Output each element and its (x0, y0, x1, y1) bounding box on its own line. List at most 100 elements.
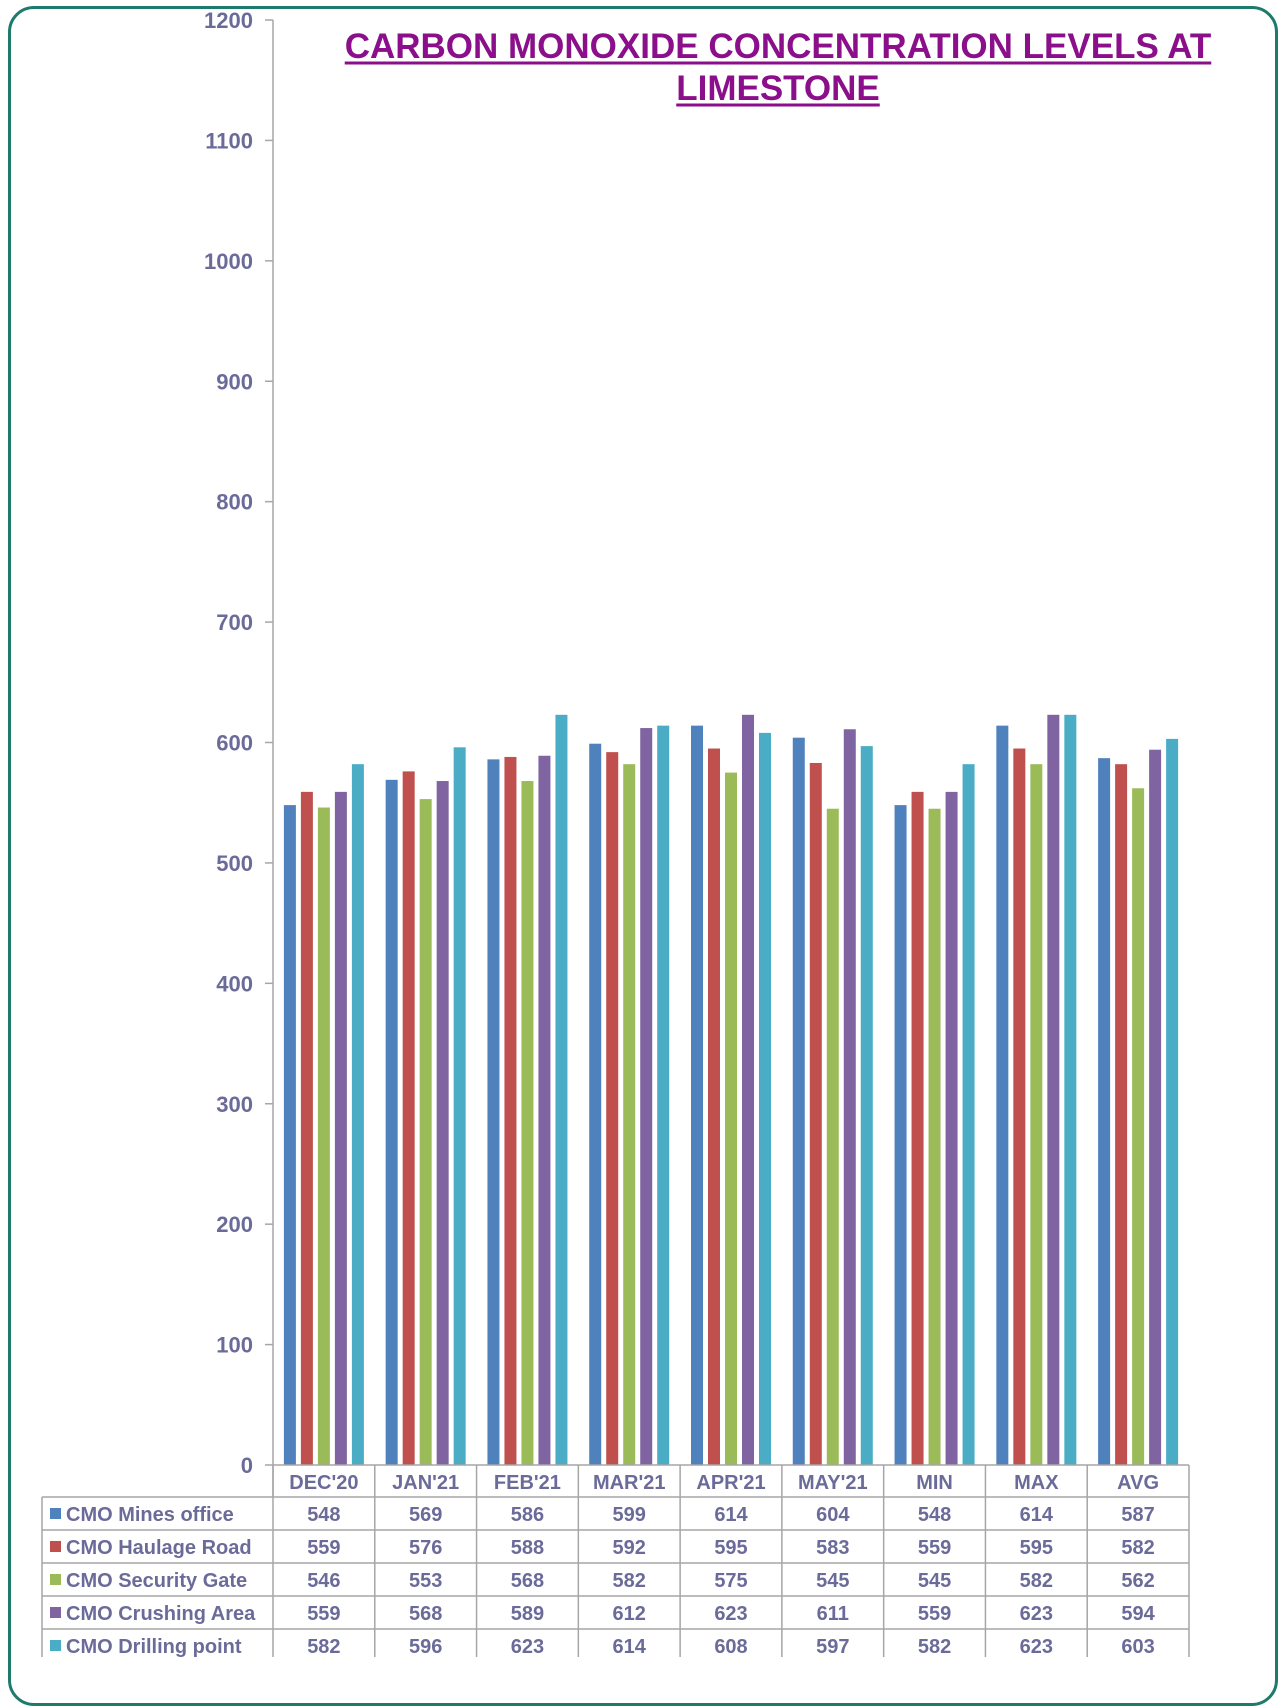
bar (521, 781, 534, 1465)
bar (589, 743, 602, 1465)
bar (759, 732, 771, 1465)
chart-title: CARBON MONOXIDE CONCENTRATION LEVELS AT … (344, 27, 1212, 108)
bar (538, 755, 551, 1465)
category-label: DEC'20 (289, 1472, 358, 1494)
y-tick-label: 600 (216, 731, 253, 756)
bar (1166, 738, 1179, 1465)
table-cell-value: 582 (918, 1636, 951, 1657)
table-cell-value: 582 (1020, 1570, 1053, 1592)
table-cell-value: 588 (511, 1537, 544, 1559)
bar (657, 725, 670, 1465)
bar (1098, 758, 1111, 1465)
table-cell-value: 614 (613, 1636, 647, 1657)
table-cell-value: 623 (511, 1636, 544, 1657)
bar (453, 747, 466, 1465)
y-tick-label: 1100 (205, 128, 253, 153)
table-cell-value: 589 (511, 1603, 544, 1625)
table-cell-value: 568 (511, 1570, 544, 1592)
y-tick-label: 900 (216, 369, 253, 394)
table-cell-value: 569 (409, 1504, 442, 1526)
table-cell-value: 623 (1020, 1603, 1053, 1625)
legend-label: CMO Crushing Area (66, 1603, 256, 1625)
table-cell-value: 596 (409, 1636, 442, 1657)
category-label: APR'21 (696, 1472, 765, 1494)
table-cell-value: 595 (714, 1537, 747, 1559)
table-cell-value: 582 (1121, 1537, 1154, 1559)
bar (1115, 764, 1128, 1465)
legend-swatch (50, 1508, 61, 1519)
y-axis: 0 100 200 300 400 500 600 700 800 900 1000 1100 1200 (204, 8, 274, 1497)
legend-label: CMO Mines office (66, 1504, 234, 1526)
bar (1047, 714, 1060, 1465)
bar (928, 808, 941, 1465)
table-cell-value: 597 (816, 1636, 849, 1657)
legend-swatch (50, 1640, 61, 1651)
bar-series (283, 714, 1179, 1465)
bar (691, 725, 703, 1465)
table-cell-value: 582 (307, 1636, 340, 1657)
bar (894, 805, 907, 1465)
category-label: JAN'21 (392, 1472, 459, 1494)
category-label: MIN (916, 1472, 953, 1494)
bar (826, 808, 839, 1465)
table-cell-value: 575 (714, 1570, 747, 1592)
table-cell-value: 595 (1020, 1537, 1053, 1559)
table-cell-value: 548 (918, 1504, 951, 1526)
bar (334, 791, 347, 1465)
category-label: FEB'21 (494, 1472, 561, 1494)
bar (436, 781, 449, 1465)
legend-swatch (50, 1574, 61, 1585)
y-tick-label: 800 (216, 490, 253, 515)
bar (487, 759, 500, 1465)
table-cell-value: 583 (816, 1537, 849, 1559)
category-label: MAR'21 (593, 1472, 666, 1494)
bar (1013, 748, 1026, 1465)
bar (300, 791, 313, 1465)
table-cell-value: 587 (1121, 1504, 1154, 1526)
bar-chart: CARBON MONOXIDE CONCENTRATION LEVELS AT … (41, 8, 1212, 1657)
table-cell-value: 612 (613, 1603, 646, 1625)
table-cell-value: 545 (918, 1570, 951, 1592)
y-tick-label: 100 (216, 1333, 253, 1358)
table-cell-value: 553 (409, 1570, 442, 1592)
bar (911, 791, 924, 1465)
y-tick-label: 300 (216, 1092, 253, 1117)
bar (962, 764, 975, 1465)
legend-label: CMO Security Gate (66, 1570, 247, 1592)
bar (623, 764, 636, 1465)
bar (283, 805, 296, 1465)
bar (996, 725, 1009, 1465)
category-label: MAY'21 (798, 1472, 868, 1494)
bar (860, 746, 873, 1465)
legend-swatch (50, 1541, 61, 1552)
bar (504, 756, 517, 1465)
y-tick-label: 400 (216, 971, 253, 996)
bar (708, 748, 720, 1465)
category-label: MAX (1014, 1472, 1059, 1494)
bar (402, 771, 415, 1465)
bar (317, 807, 330, 1465)
table-cell-value: 548 (307, 1504, 340, 1526)
table-cell-value: 559 (307, 1603, 340, 1625)
table-cell-value: 604 (816, 1504, 850, 1526)
table-cell-value: 614 (714, 1504, 748, 1526)
data-table: DEC'20 JAN'21 FEB'21 MAR'21 APR'21 MAY'21 MIN M… (41, 1464, 1190, 1657)
table-cell-value: 582 (613, 1570, 646, 1592)
bar (555, 714, 568, 1465)
bar (606, 752, 619, 1465)
y-tick-label: 200 (216, 1212, 253, 1237)
bar (809, 762, 822, 1465)
table-cell-value: 608 (714, 1636, 747, 1657)
y-tick-label: 500 (216, 851, 253, 876)
bar (742, 714, 754, 1465)
table-cell-value: 559 (307, 1537, 340, 1559)
y-tick-label: 0 (241, 1453, 253, 1478)
table-cell-value: 546 (307, 1570, 340, 1592)
y-tick-label: 1000 (204, 249, 253, 274)
chart-title-line-2: LIMESTONE (676, 69, 880, 108)
table-cell-value: 562 (1121, 1570, 1154, 1592)
bar (1132, 788, 1145, 1465)
bar (419, 799, 432, 1465)
table-cell-value: 576 (409, 1537, 442, 1559)
bar (843, 729, 856, 1465)
